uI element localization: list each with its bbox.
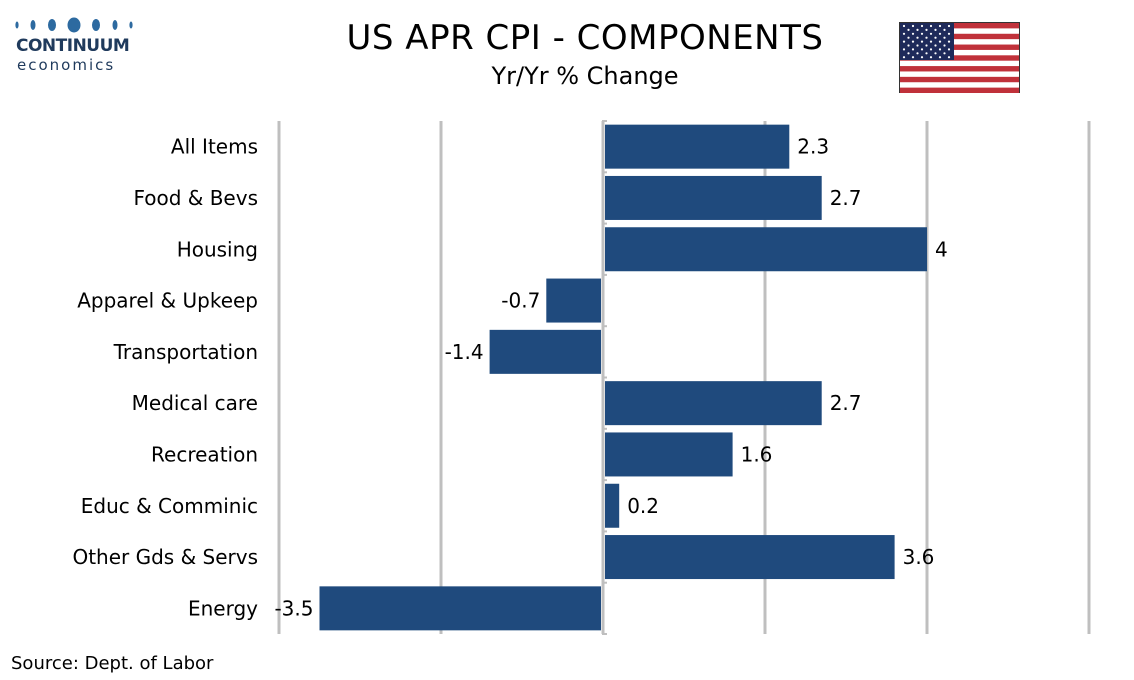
source-note: Source: Dept. of Labor — [11, 653, 214, 674]
category-label: Food & Bevs — [133, 186, 258, 210]
us-flag-icon — [899, 22, 1020, 93]
category-label: Medical care — [132, 391, 258, 415]
chart-title: US APR CPI - COMPONENTS — [346, 18, 824, 58]
category-label: Transportation — [113, 340, 258, 364]
category-label: All Items — [171, 135, 258, 159]
data-label: 0.2 — [627, 494, 659, 518]
data-label: 3.6 — [903, 545, 935, 569]
logo-subtitle: economics — [17, 56, 116, 74]
data-label: -0.7 — [501, 289, 540, 313]
category-label: Energy — [188, 596, 258, 620]
continuum-logo: CONTINUUM economics — [14, 14, 144, 78]
category-label: Housing — [177, 237, 258, 261]
category-label: Recreation — [151, 442, 258, 466]
data-label: 2.3 — [797, 135, 829, 159]
data-label: 1.6 — [741, 442, 773, 466]
bar-8 — [605, 535, 895, 580]
bar-2 — [605, 227, 927, 272]
bar-5 — [605, 381, 822, 426]
category-label: Other Gds & Servs — [72, 545, 258, 569]
category-label: Educ & Comminic — [81, 494, 258, 518]
bar-9 — [319, 586, 601, 631]
data-label: 4 — [935, 237, 948, 261]
data-label: 2.7 — [830, 391, 862, 415]
bar-7 — [605, 483, 620, 528]
bar-4 — [489, 329, 601, 374]
bar-6 — [605, 432, 733, 477]
data-label: 2.7 — [830, 186, 862, 210]
bar-1 — [605, 175, 822, 220]
category-label: Apparel & Upkeep — [77, 289, 258, 313]
logo-dots-icon — [15, 17, 133, 33]
bar-3 — [546, 278, 601, 323]
bar-0 — [605, 124, 790, 169]
logo-name: CONTINUUM — [16, 36, 130, 56]
chart-subtitle: Yr/Yr % Change — [491, 62, 679, 90]
data-label: -1.4 — [445, 340, 484, 364]
data-label: -3.5 — [274, 596, 313, 620]
